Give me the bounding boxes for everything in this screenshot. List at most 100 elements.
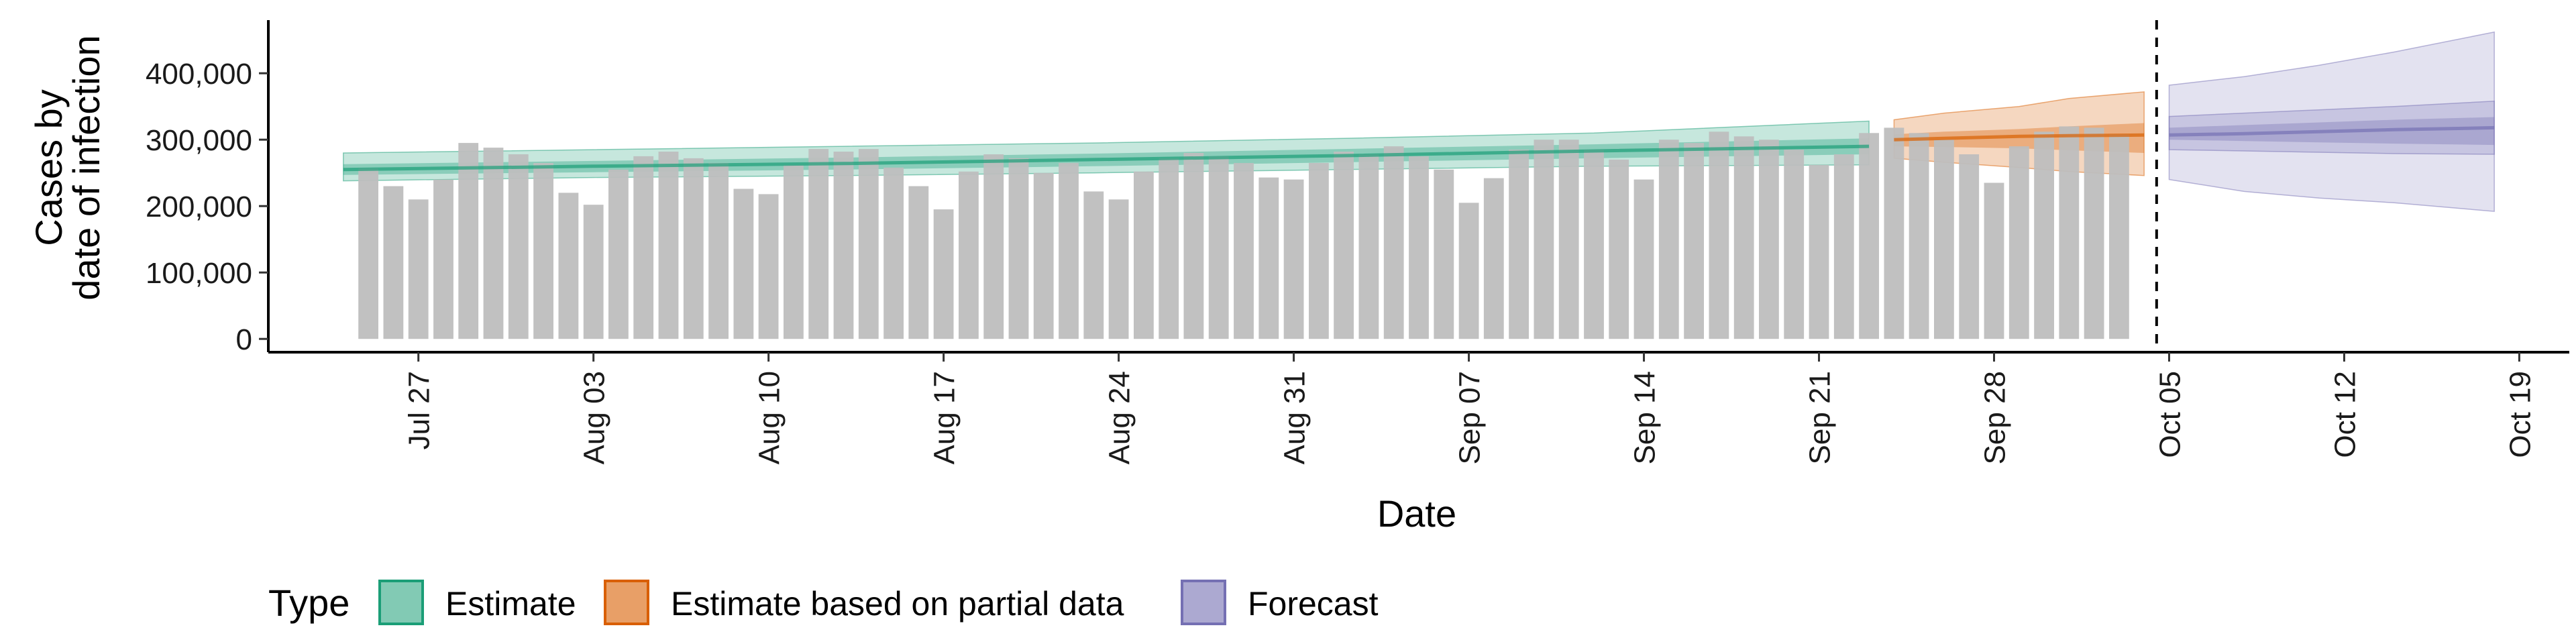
legend-label-estimate: Estimate (445, 585, 576, 623)
legend: Type Estimate Estimate based on partial … (268, 580, 1379, 625)
x-tick-label: Sep 28 (1979, 371, 2012, 464)
case-bar (808, 149, 829, 339)
case-bar (1809, 164, 1829, 339)
case-bar (1984, 182, 2004, 339)
case-bar (658, 152, 679, 339)
case-bar (2109, 134, 2129, 339)
band-outermost-forecast (2168, 31, 2495, 212)
case-bar (1759, 140, 1779, 339)
legend-swatch-estimate (378, 580, 424, 625)
case-bar (1108, 199, 1129, 339)
case-bar (1833, 154, 1854, 339)
case-bar (1909, 133, 1929, 339)
case-bar (508, 154, 529, 339)
bars-layer (358, 126, 2129, 339)
case-bar (1309, 162, 1329, 339)
case-bar (983, 154, 1004, 339)
case-bar (1159, 158, 1179, 339)
axes-layer: 0 100,000 200,000 300,000 400,000 Jul 27 Aug 0… (146, 20, 2569, 464)
case-bar (784, 164, 804, 339)
case-bar (1208, 156, 1229, 339)
case-bar (1358, 154, 1379, 339)
case-bar (483, 148, 504, 339)
x-tick-label: Jul 27 (403, 371, 436, 449)
case-bar (1059, 162, 1079, 339)
legend-swatch-forecast (1181, 580, 1226, 625)
legend-title: Type (268, 582, 350, 624)
y-tick-label: 200,000 (146, 191, 252, 223)
y-tick-label: 400,000 (146, 58, 252, 91)
case-bar (1733, 136, 1754, 339)
case-bar (1934, 140, 1954, 339)
case-bar (1483, 178, 1504, 339)
x-tick-label: Aug 17 (928, 371, 961, 464)
case-bar (408, 199, 429, 339)
x-tick-label: Sep 21 (1804, 371, 1837, 464)
case-bar (758, 194, 779, 339)
case-bar (733, 189, 754, 339)
x-tick-label: Aug 24 (1104, 371, 1136, 464)
case-bar (2034, 131, 2054, 339)
x-tick-label: Oct 19 (2504, 371, 2536, 458)
case-bar (1534, 140, 1554, 339)
x-tick-label: Sep 14 (1629, 371, 1662, 464)
case-bar (1458, 203, 1479, 339)
case-bar (383, 186, 404, 339)
case-bar (1509, 150, 1529, 339)
y-axis-title-line1: Cases by (28, 89, 70, 246)
band-outer-forecast (2168, 101, 2495, 155)
case-bar (883, 167, 904, 339)
case-bar (908, 186, 929, 339)
case-bar (433, 179, 453, 339)
x-axis-title: Date (1377, 492, 1456, 535)
case-bar (858, 149, 879, 339)
case-bar (2008, 146, 2029, 339)
x-tick-label: Oct 05 (2154, 371, 2187, 458)
case-bar (1609, 159, 1629, 339)
case-bar (1884, 127, 1904, 339)
case-bar (1383, 146, 1404, 339)
case-bar (458, 143, 479, 339)
y-tick-label: 0 (236, 323, 252, 356)
x-tick-label: Sep 07 (1454, 371, 1487, 464)
case-bar (2084, 127, 2104, 339)
case-bar (1859, 133, 1879, 339)
median-layer (343, 125, 2495, 172)
legend-swatch-estimate-partial (604, 580, 649, 625)
case-bar (959, 171, 979, 339)
x-tick-label: Aug 31 (1279, 371, 1311, 464)
case-bar (1658, 140, 1679, 339)
y-tick-label: 300,000 (146, 124, 252, 157)
x-tick-label: Aug 03 (578, 371, 611, 464)
case-bar (1083, 191, 1104, 339)
case-bar (1709, 131, 1729, 339)
case-bar (583, 205, 604, 339)
case-bar (358, 168, 378, 339)
case-bar (1684, 143, 1704, 339)
case-bar (933, 209, 954, 339)
case-bar (1959, 154, 1980, 339)
case-bar (1784, 150, 1805, 339)
case-bar (633, 156, 654, 339)
case-bar (1234, 162, 1254, 339)
y-axis-title-line2: date of infection (65, 35, 107, 300)
case-bar (1008, 158, 1029, 339)
case-bar (2059, 126, 2080, 339)
case-bar (683, 158, 704, 339)
case-bar (1633, 179, 1654, 339)
case-bar (1283, 179, 1304, 339)
median-line-forecast (2169, 125, 2495, 137)
case-bar (1134, 171, 1154, 339)
case-bar (1434, 169, 1454, 339)
case-bar (1409, 156, 1429, 339)
y-tick-label: 100,000 (146, 257, 252, 290)
case-bar (1558, 140, 1579, 339)
legend-label-estimate-partial: Estimate based on partial data (671, 585, 1124, 623)
legend-label-forecast: Forecast (1248, 585, 1379, 623)
case-bar (608, 169, 629, 339)
case-bar (1258, 177, 1279, 339)
case-bar (1183, 153, 1204, 339)
case-bar (708, 162, 729, 339)
case-bar (1334, 152, 1354, 339)
